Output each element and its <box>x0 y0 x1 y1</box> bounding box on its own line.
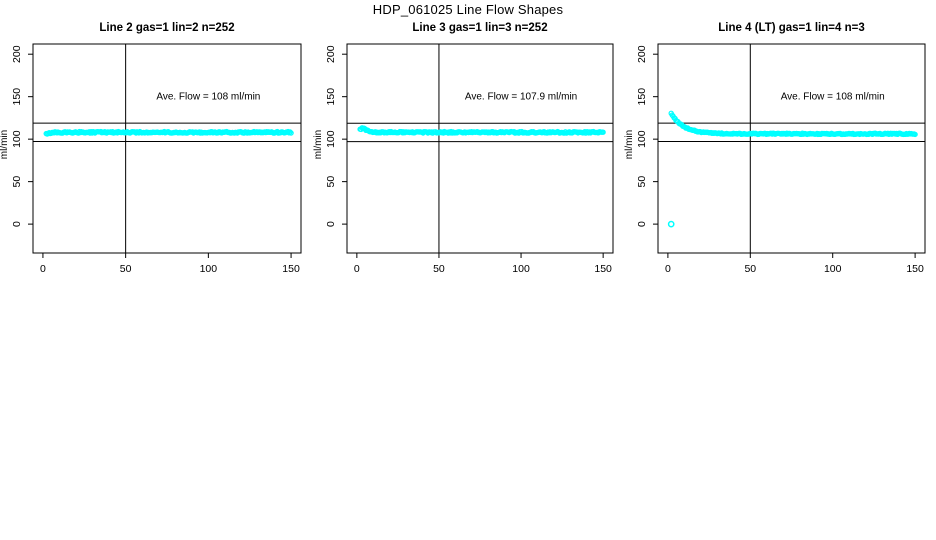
ave-flow-annotation: Ave. Flow = 108 ml/min <box>781 92 885 103</box>
y-tick-label: 50 <box>636 176 648 188</box>
panel-1: Line 2 gas=1 lin=2 n=252 0 50 100 150 0 50 100 1… <box>0 22 302 275</box>
x-tick-label: 150 <box>906 263 924 275</box>
y-tick-label: 200 <box>325 45 337 63</box>
y-tick-label: 200 <box>636 45 648 63</box>
y-tick-label: 150 <box>325 88 337 106</box>
x-tick-label: 100 <box>512 263 530 275</box>
panel-title: Line 3 gas=1 lin=3 n=252 <box>412 22 547 34</box>
x-tick-label: 50 <box>744 263 756 275</box>
x-tick-label: 50 <box>433 263 445 275</box>
x-tick-label: 150 <box>282 263 300 275</box>
y-tick-label: 50 <box>11 176 23 188</box>
x-tick-label: 0 <box>665 263 671 275</box>
ave-flow-annotation: Ave. Flow = 107.9 ml/min <box>465 92 577 103</box>
y-tick-label: 0 <box>325 221 337 227</box>
panel-title: Line 4 (LT) gas=1 lin=4 n=3 <box>718 22 864 34</box>
plot-frame <box>346 43 614 254</box>
x-tick-label: 0 <box>354 263 360 275</box>
plot-frame <box>32 43 302 254</box>
outlier-point <box>667 220 675 228</box>
x-tick-label: 100 <box>200 263 218 275</box>
y-tick-label: 200 <box>11 45 23 63</box>
plots-canvas: Line 2 gas=1 lin=2 n=252 0 50 100 150 0 50 100 1… <box>0 22 926 275</box>
y-tick-label: 0 <box>11 221 23 227</box>
x-tick-label: 0 <box>40 263 46 275</box>
y-tick-label: 100 <box>325 130 337 148</box>
y-tick-label: 100 <box>636 130 648 148</box>
panel-2: Line 3 gas=1 lin=3 n=252 0 50 100 150 0 50 100 1… <box>313 22 614 275</box>
ave-flow-annotation: Ave. Flow = 108 ml/min <box>156 92 260 103</box>
figure-title: HDP_061025 Line Flow Shapes <box>372 2 564 17</box>
y-tick-label: 100 <box>11 130 23 148</box>
data-points <box>43 128 294 137</box>
y-tick-label: 0 <box>636 221 648 227</box>
data-points <box>668 110 918 138</box>
data-points <box>357 125 606 136</box>
x-tick-label: 150 <box>594 263 612 275</box>
x-tick-label: 50 <box>120 263 132 275</box>
y-tick-label: 150 <box>636 88 648 106</box>
panel-3: Line 4 (LT) gas=1 lin=4 n=3 0 50 100 150 0 50 1… <box>624 22 926 275</box>
x-tick-label: 100 <box>824 263 842 275</box>
panel-title: Line 2 gas=1 lin=2 n=252 <box>99 22 234 34</box>
y-tick-label: 150 <box>11 88 23 106</box>
y-axis-label: ml/min <box>313 130 324 159</box>
y-tick-label: 50 <box>325 176 337 188</box>
y-axis-label: ml/min <box>0 130 10 159</box>
plot-frame <box>657 43 926 254</box>
y-axis-label: ml/min <box>624 130 635 159</box>
